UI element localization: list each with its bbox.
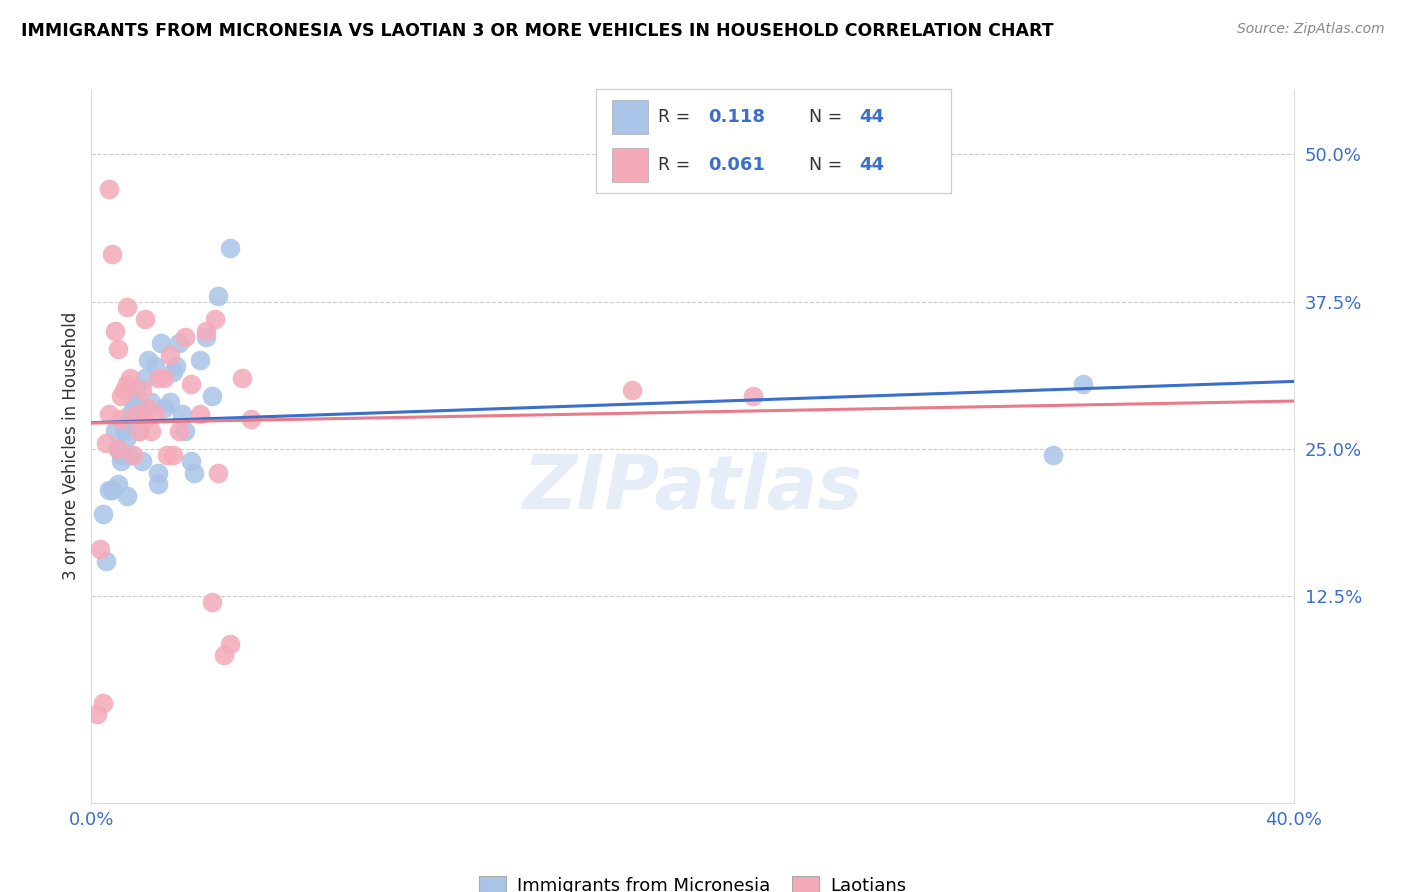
Point (128, 424, 150, 438)
Point (212, 648, 235, 663)
Point (117, 489, 139, 503)
Point (89, 542, 111, 557)
Point (98, 483, 121, 498)
Point (138, 353, 160, 368)
Point (207, 288, 229, 302)
Point (107, 477, 129, 491)
Point (1071, 377, 1094, 392)
Point (239, 412, 262, 426)
Point (138, 401, 160, 415)
Text: IMMIGRANTS FROM MICRONESIA VS LAOTIAN 3 OR MORE VEHICLES IN HOUSEHOLD CORRELATIO: IMMIGRANTS FROM MICRONESIA VS LAOTIAN 3 … (21, 22, 1053, 40)
Legend: Immigrants from Micronesia, Laotians: Immigrants from Micronesia, Laotians (479, 876, 905, 892)
Point (117, 377, 139, 392)
Point (188, 407, 211, 421)
Point (149, 335, 172, 350)
Point (173, 330, 195, 344)
Y-axis label: 3 or more Vehicles in Household: 3 or more Vehicles in Household (62, 312, 80, 580)
Point (1042, 448, 1064, 462)
Point (107, 442, 129, 456)
Point (120, 448, 142, 462)
Point (159, 394, 181, 409)
Point (128, 424, 150, 438)
Point (117, 430, 139, 444)
Point (122, 394, 145, 409)
Point (120, 371, 142, 385)
Point (218, 636, 240, 650)
Point (146, 477, 169, 491)
Point (110, 454, 132, 468)
Point (98, 182, 121, 196)
Point (180, 377, 202, 392)
Point (143, 407, 166, 421)
Point (101, 247, 124, 261)
Point (104, 324, 127, 338)
Point (114, 424, 136, 438)
Point (152, 371, 174, 385)
Point (741, 389, 763, 403)
Point (170, 407, 193, 421)
Point (218, 242, 240, 256)
Point (101, 483, 124, 498)
Point (173, 424, 195, 438)
Point (104, 424, 127, 438)
Point (143, 359, 166, 374)
Point (152, 401, 174, 415)
Point (125, 407, 148, 421)
Point (128, 401, 150, 415)
Point (114, 383, 136, 397)
Point (165, 359, 187, 374)
Point (114, 418, 136, 433)
Point (167, 424, 190, 438)
Point (122, 448, 145, 462)
Point (134, 312, 156, 326)
Point (134, 371, 156, 385)
Point (194, 324, 217, 338)
Point (201, 389, 224, 403)
Point (110, 412, 132, 426)
Point (141, 424, 163, 438)
Point (207, 466, 229, 480)
Point (146, 466, 169, 480)
Point (146, 371, 169, 385)
Point (107, 342, 129, 356)
Point (188, 353, 211, 368)
Point (159, 348, 181, 362)
Point (131, 454, 153, 468)
Point (86, 707, 108, 722)
Point (107, 442, 129, 456)
Point (96, 436, 118, 450)
Point (162, 365, 184, 379)
Point (141, 394, 163, 409)
Point (125, 401, 148, 415)
Point (201, 595, 224, 609)
Point (110, 448, 132, 462)
Point (204, 312, 226, 326)
Point (93, 507, 115, 521)
Point (117, 301, 139, 315)
Point (155, 448, 177, 462)
Point (125, 383, 148, 397)
Point (93, 696, 115, 710)
Point (110, 389, 132, 403)
Point (98, 407, 121, 421)
Point (131, 383, 153, 397)
Point (231, 371, 253, 385)
Point (134, 412, 156, 426)
Point (621, 383, 644, 397)
Point (162, 448, 184, 462)
Point (194, 330, 217, 344)
Text: ZIPatlas: ZIPatlas (523, 452, 862, 525)
Point (183, 466, 205, 480)
Point (167, 335, 190, 350)
Point (96, 554, 118, 568)
Point (180, 454, 202, 468)
Text: Source: ZipAtlas.com: Source: ZipAtlas.com (1237, 22, 1385, 37)
Point (120, 407, 142, 421)
